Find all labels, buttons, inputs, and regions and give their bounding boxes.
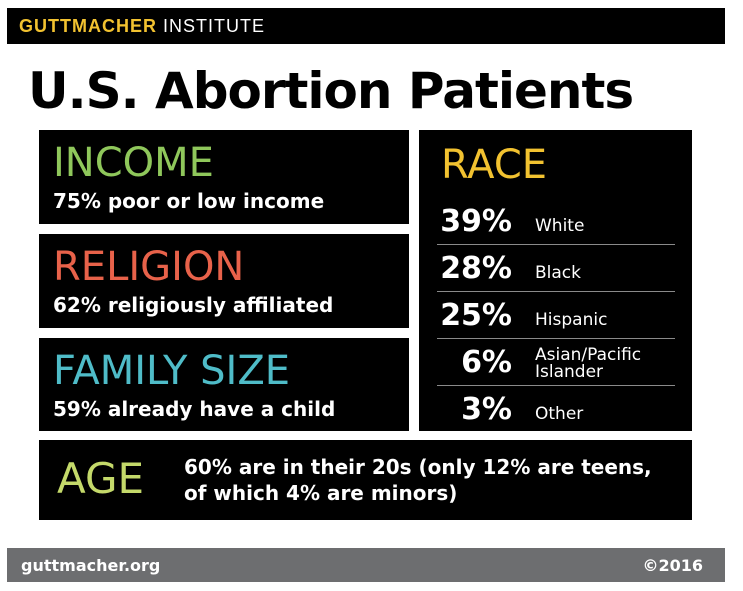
age-heading: AGE <box>57 454 145 503</box>
religion-stat: 62% religiously affiliated <box>53 293 334 317</box>
religion-heading: RELIGION <box>53 244 245 290</box>
race-pct: 28% <box>440 251 512 286</box>
page-title: U.S. Abortion Patients <box>28 62 634 120</box>
race-label: Other <box>535 404 584 424</box>
family-size-panel: FAMILY SIZE 59% already have a child <box>39 338 409 431</box>
race-row-white: 39% White <box>437 198 675 245</box>
footer-url: guttmacher.org <box>21 555 161 575</box>
race-panel: RACE 39% White 28% Black 25% Hispanic 6%… <box>419 130 692 431</box>
race-row-hispanic: 25% Hispanic <box>437 292 675 339</box>
income-stat: 75% poor or low income <box>53 189 325 213</box>
race-pct: 39% <box>440 204 512 239</box>
income-panel: INCOME 75% poor or low income <box>39 130 409 224</box>
religion-panel: RELIGION 62% religiously affiliated <box>39 234 409 328</box>
race-label: Hispanic <box>535 310 608 330</box>
age-stat: 60% are in their 20s (only 12% are teens… <box>184 455 652 505</box>
race-label: White <box>535 216 585 236</box>
family-size-heading: FAMILY SIZE <box>53 348 290 394</box>
race-label: Asian/Pacific Islander <box>535 345 642 382</box>
brand-name-light: INSTITUTE <box>163 15 266 36</box>
footer-bar: guttmacher.org ©2016 <box>7 548 725 582</box>
race-label: Black <box>535 263 581 283</box>
race-row-asian-pacific-islander: 6% Asian/Pacific Islander <box>437 339 675 386</box>
brand-name-bold: GUTTMACHER <box>19 15 157 36</box>
header-bar: GUTTMACHER INSTITUTE <box>7 8 725 44</box>
race-pct: 25% <box>440 298 512 333</box>
race-pct: 6% <box>461 345 512 380</box>
age-panel: AGE 60% are in their 20s (only 12% are t… <box>39 440 692 520</box>
income-heading: INCOME <box>53 140 214 186</box>
footer-copyright: ©2016 <box>642 555 703 575</box>
race-row-other: 3% Other <box>437 386 675 433</box>
race-heading: RACE <box>441 142 548 188</box>
race-pct: 3% <box>461 392 512 427</box>
family-size-stat: 59% already have a child <box>53 397 336 421</box>
race-row-black: 28% Black <box>437 245 675 292</box>
brand-logo: GUTTMACHER INSTITUTE <box>19 16 265 37</box>
